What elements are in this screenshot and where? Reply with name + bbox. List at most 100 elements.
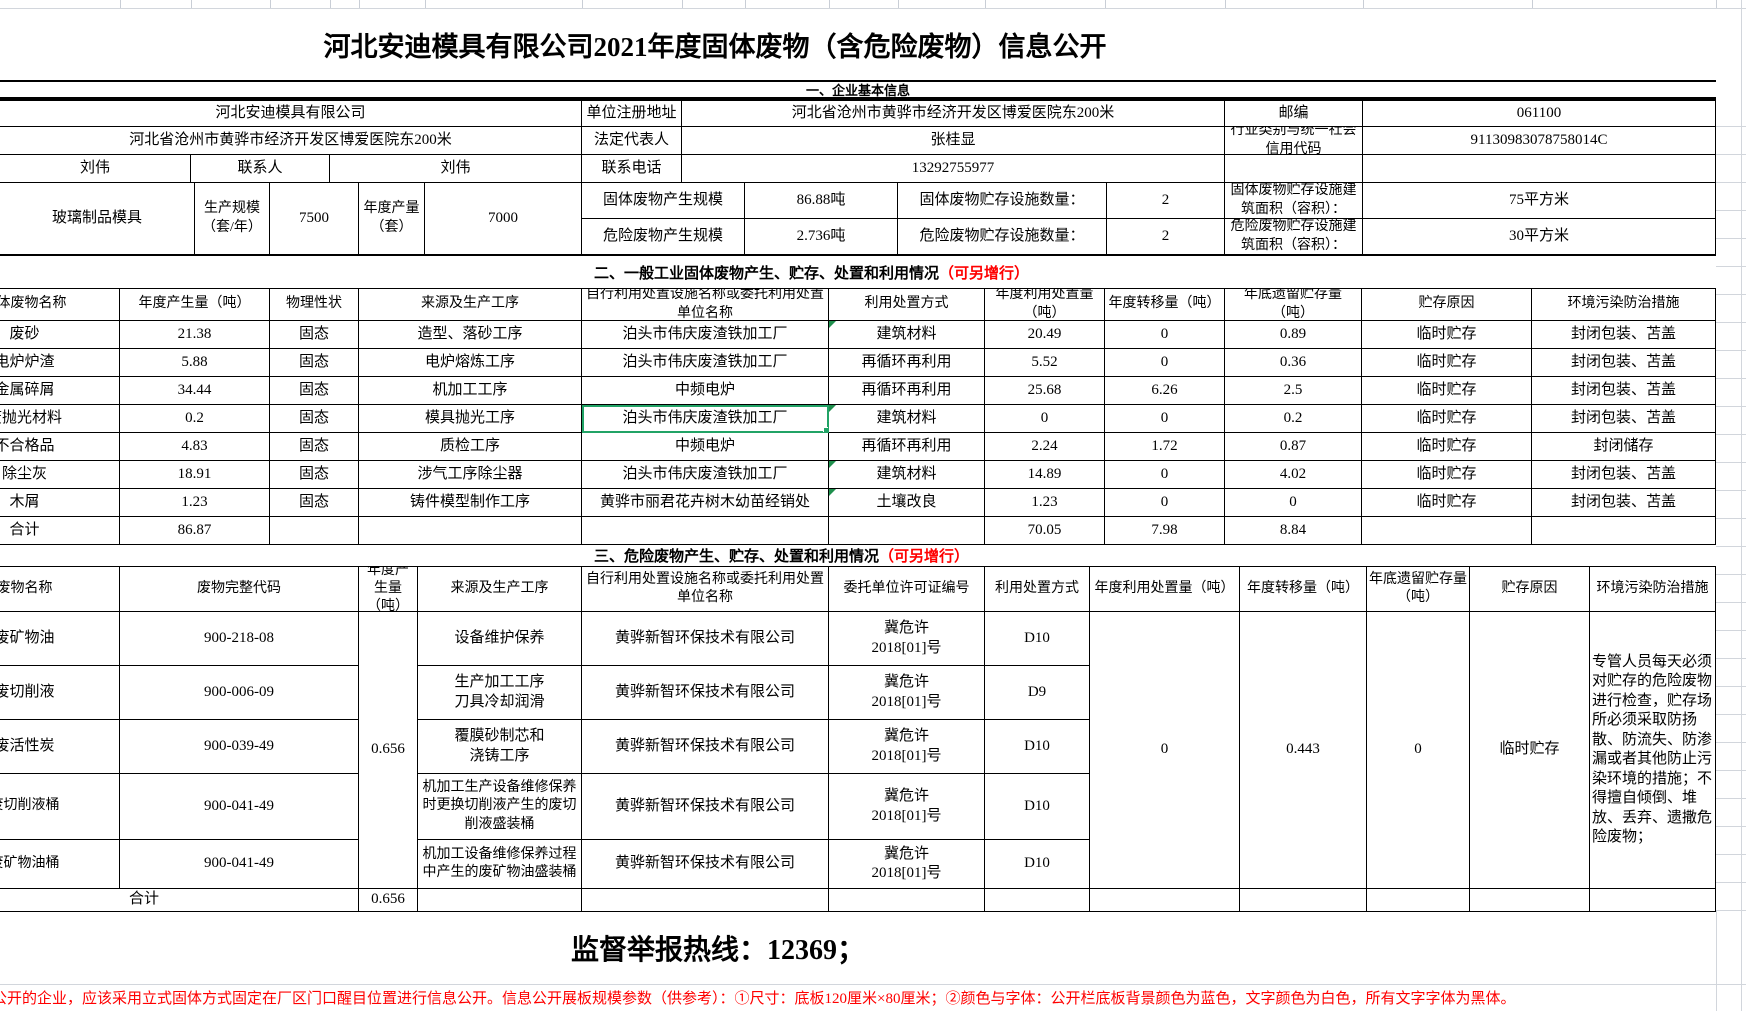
- facility-name-cell[interactable]: 泊头市伟庆废渣铁加工厂: [582, 405, 829, 433]
- credit-code-cell[interactable]: 91130983078758014C: [1363, 127, 1716, 155]
- facility-name-cell[interactable]: 泊头市伟庆废渣铁加工厂: [582, 349, 829, 377]
- facility-name-cell[interactable]: [582, 517, 829, 545]
- storage-reason-merged-cell[interactable]: 临时贮存: [1470, 612, 1590, 889]
- storage-reason-cell[interactable]: 临时贮存: [1362, 489, 1532, 517]
- transfer-qty-cell[interactable]: 7.98: [1105, 517, 1225, 545]
- reg-addr-cell[interactable]: 河北省沧州市黄骅市经济开发区博爱医院东200米: [682, 101, 1225, 127]
- remaining-qty-cell[interactable]: 4.02: [1225, 461, 1362, 489]
- transfer-qty-cell[interactable]: 0: [1105, 461, 1225, 489]
- waste-name-cell[interactable]: 金属碎屑: [0, 377, 120, 405]
- facility-name-cell[interactable]: 泊头市伟庆废渣铁加工厂: [582, 461, 829, 489]
- waste-name-cell[interactable]: 木屑: [0, 489, 120, 517]
- header-waste-name[interactable]: 固体废物名称: [0, 289, 120, 321]
- waste-name-cell[interactable]: 废活性炭: [0, 720, 120, 774]
- permit-number-cell[interactable]: 冀危许 2018[01]号: [829, 774, 985, 840]
- storage-reason-cell[interactable]: [1362, 517, 1532, 545]
- annual-qty-cell[interactable]: 34.44: [120, 377, 270, 405]
- transfer-qty-cell[interactable]: 0: [1105, 321, 1225, 349]
- empty-cell[interactable]: [1363, 155, 1716, 183]
- waste-name-cell[interactable]: 废矿物油桶: [0, 840, 120, 889]
- disposal-method-cell[interactable]: D10: [985, 840, 1090, 889]
- header-facility-name[interactable]: 自行利用处置设施名称或委托利用处置单位名称: [582, 567, 829, 612]
- waste-code-cell[interactable]: 900-218-08: [120, 612, 359, 666]
- facility-name-cell[interactable]: 黄骅新智环保技术有限公司: [582, 840, 829, 889]
- disposal-method-cell[interactable]: D9: [985, 666, 1090, 720]
- physical-state-cell[interactable]: 固态: [270, 461, 359, 489]
- storage-reason-cell[interactable]: 临时贮存: [1362, 377, 1532, 405]
- source-process-cell[interactable]: [359, 517, 582, 545]
- haz-area-cell[interactable]: 30平方米: [1363, 219, 1716, 255]
- legal-rep-cell[interactable]: 张桂显: [682, 127, 1225, 155]
- empty-cell[interactable]: [1590, 889, 1716, 912]
- address-cell[interactable]: 河北省沧州市黄骅市经济开发区博爱医院东200米: [0, 127, 582, 155]
- phone-label-cell[interactable]: 联系电话: [582, 155, 682, 183]
- waste-name-cell[interactable]: 废矿物油: [0, 612, 120, 666]
- transfer-qty-merged-cell[interactable]: 0.443: [1240, 612, 1367, 889]
- empty-cell[interactable]: [1470, 889, 1590, 912]
- source-process-cell[interactable]: 生产加工工序 刀具冷却润滑: [418, 666, 582, 720]
- facility-name-cell[interactable]: 中频电炉: [582, 377, 829, 405]
- disposed-qty-merged-cell[interactable]: 0: [1090, 612, 1240, 889]
- disposal-method-cell[interactable]: 再循环再利用: [829, 377, 985, 405]
- waste-name-cell[interactable]: 废切削液桶: [0, 774, 120, 840]
- facility-name-cell[interactable]: 黄骅市丽君花卉树木幼苗经销处: [582, 489, 829, 517]
- pollution-measures-cell[interactable]: 封闭包装、苫盖: [1532, 377, 1716, 405]
- reg-addr-label-cell[interactable]: 单位注册地址: [582, 101, 682, 127]
- waste-name-cell[interactable]: 废砂: [0, 321, 120, 349]
- haz-count-label-cell[interactable]: 危险废物贮存设施数量：: [898, 219, 1107, 255]
- physical-state-cell[interactable]: [270, 517, 359, 545]
- annual-qty-cell[interactable]: 18.91: [120, 461, 270, 489]
- disposed-qty-cell[interactable]: 14.89: [985, 461, 1105, 489]
- waste-code-cell[interactable]: 900-039-49: [120, 720, 359, 774]
- header-source-process[interactable]: 来源及生产工序: [418, 567, 582, 612]
- output-label-cell[interactable]: 年度产量（套）: [359, 183, 425, 255]
- solid-scale-cell[interactable]: 86.88吨: [745, 183, 898, 219]
- header-disposed-qty[interactable]: 年度利用处置量（吨）: [985, 289, 1105, 321]
- facility-name-cell[interactable]: 中频电炉: [582, 433, 829, 461]
- pollution-measures-merged-cell[interactable]: 专管人员每天必须对贮存的危险废物进行检查，贮存场所必须采取防扬散、防流失、防渗漏…: [1590, 612, 1716, 889]
- remaining-qty-cell[interactable]: 2.5: [1225, 377, 1362, 405]
- storage-reason-cell[interactable]: 临时贮存: [1362, 321, 1532, 349]
- legal-rep-label-cell[interactable]: 法定代表人: [582, 127, 682, 155]
- source-process-cell[interactable]: 铸件模型制作工序: [359, 489, 582, 517]
- physical-state-cell[interactable]: 固态: [270, 489, 359, 517]
- header-facility-name[interactable]: 自行利用处置设施名称或委托利用处置单位名称: [582, 289, 829, 321]
- header-pollution-measures[interactable]: 环境污染防治措施: [1532, 289, 1716, 321]
- header-transfer-qty[interactable]: 年度转移量（吨）: [1240, 567, 1367, 612]
- annual-qty-cell[interactable]: 21.38: [120, 321, 270, 349]
- contact1-cell[interactable]: 刘伟: [0, 155, 191, 183]
- pollution-measures-cell[interactable]: 封闭包装、苫盖: [1532, 461, 1716, 489]
- physical-state-cell[interactable]: 固态: [270, 349, 359, 377]
- physical-state-cell[interactable]: 固态: [270, 377, 359, 405]
- waste-code-cell[interactable]: 900-041-49: [120, 840, 359, 889]
- zip-cell[interactable]: 061100: [1363, 101, 1716, 127]
- output-cell[interactable]: 7000: [425, 183, 582, 255]
- header-source-process[interactable]: 来源及生产工序: [359, 289, 582, 321]
- header-pollution-measures[interactable]: 环境污染防治措施: [1590, 567, 1716, 612]
- solid-area-label-cell[interactable]: 固体废物贮存设施建筑面积（容积）：: [1225, 183, 1363, 219]
- annual-qty-merged-cell[interactable]: 0.656: [359, 612, 418, 889]
- waste-name-cell[interactable]: 除尘灰: [0, 461, 120, 489]
- facility-name-cell[interactable]: 黄骅新智环保技术有限公司: [582, 774, 829, 840]
- source-process-cell[interactable]: 机加工生产设备维修保养时更换切削液产生的废切削液盛装桶: [418, 774, 582, 840]
- storage-reason-cell[interactable]: 临时贮存: [1362, 349, 1532, 377]
- header-remaining-qty[interactable]: 年底遗留贮存量（吨）: [1367, 567, 1470, 612]
- disposal-method-cell[interactable]: 建筑材料: [829, 321, 985, 349]
- disposal-method-cell[interactable]: D10: [985, 612, 1090, 666]
- transfer-qty-cell[interactable]: 6.26: [1105, 377, 1225, 405]
- industry-label-cell[interactable]: 行业类别与统一社会信用代码: [1225, 127, 1363, 155]
- solid-count-label-cell[interactable]: 固体废物贮存设施数量：: [898, 183, 1107, 219]
- pollution-measures-cell[interactable]: 封闭储存: [1532, 433, 1716, 461]
- transfer-qty-cell[interactable]: 0: [1105, 405, 1225, 433]
- facility-name-cell[interactable]: 黄骅新智环保技术有限公司: [582, 612, 829, 666]
- disposed-qty-cell[interactable]: 25.68: [985, 377, 1105, 405]
- source-process-cell[interactable]: 造型、落砂工序: [359, 321, 582, 349]
- empty-cell[interactable]: [1225, 155, 1363, 183]
- disposed-qty-cell[interactable]: 20.49: [985, 321, 1105, 349]
- pollution-measures-cell[interactable]: 封闭包装、苫盖: [1532, 349, 1716, 377]
- disposal-method-cell[interactable]: D10: [985, 720, 1090, 774]
- header-waste-code[interactable]: 废物完整代码: [120, 567, 359, 612]
- disposed-qty-cell[interactable]: 0: [985, 405, 1105, 433]
- haz-area-label-cell[interactable]: 危险废物贮存设施建筑面积（容积）：: [1225, 219, 1363, 255]
- waste-name-cell[interactable]: 合计: [0, 517, 120, 545]
